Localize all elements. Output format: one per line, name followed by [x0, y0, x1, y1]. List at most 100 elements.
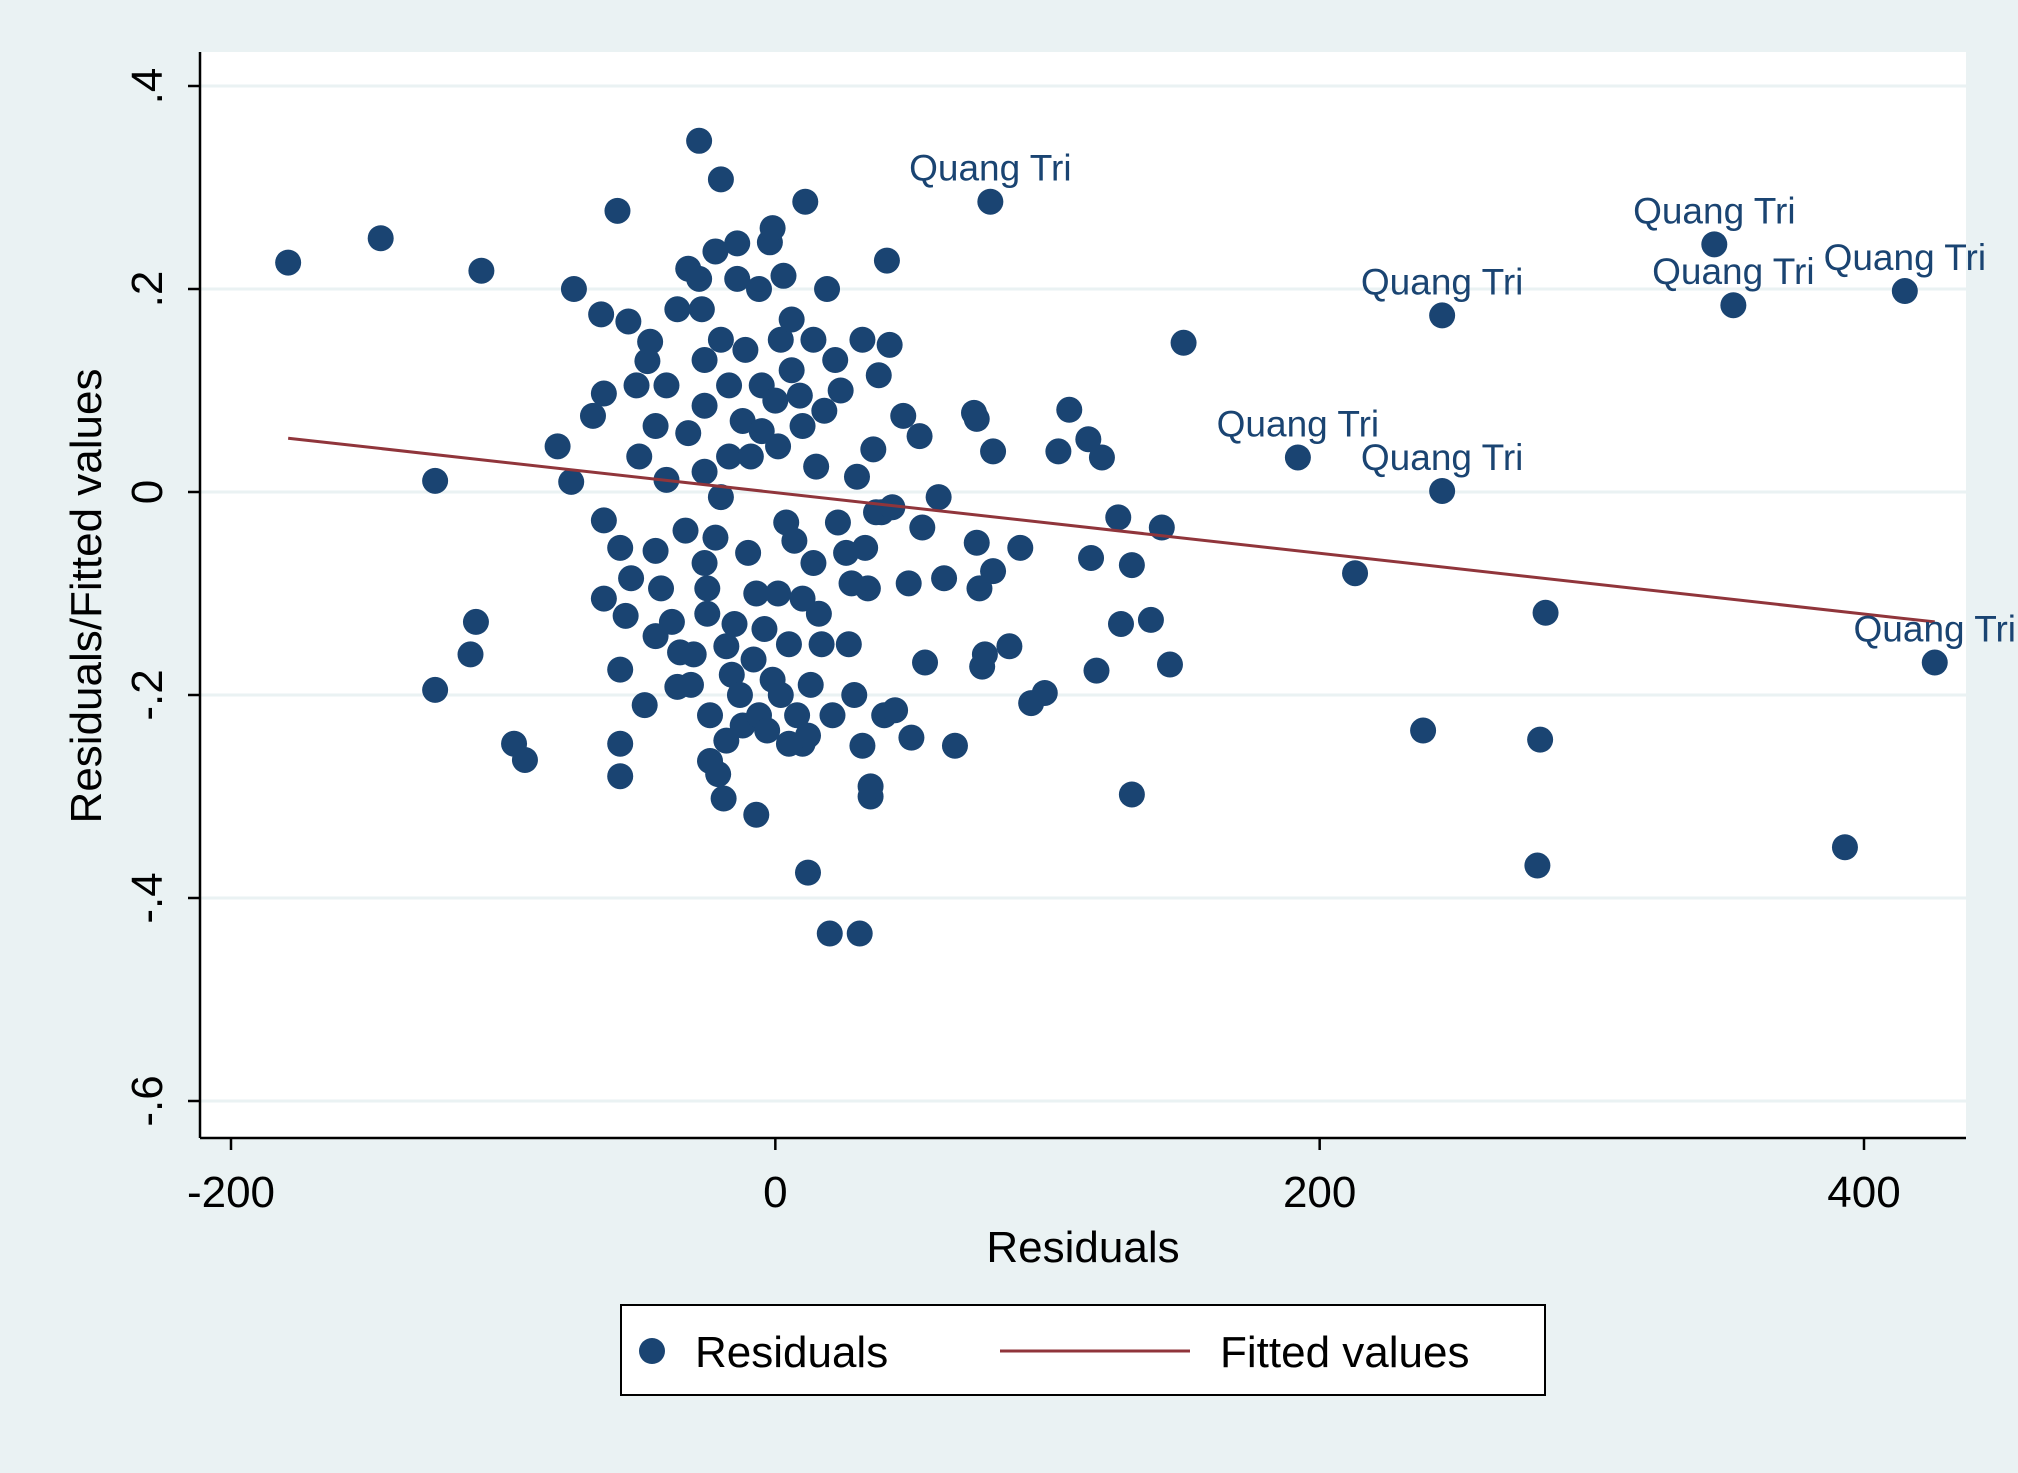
data-point [1527, 726, 1554, 753]
data-point [865, 362, 892, 389]
data-point [612, 602, 639, 629]
data-point [1045, 438, 1072, 465]
data-point [778, 357, 805, 384]
fitted-line [287, 436, 1935, 624]
data-point [735, 539, 762, 566]
data-point [819, 702, 846, 729]
data-point [462, 608, 489, 635]
x-tick-label: 200 [1283, 1168, 1356, 1217]
data-point [707, 326, 734, 353]
data-point [604, 197, 631, 224]
data-point [658, 608, 685, 635]
data-point [716, 372, 743, 399]
data-point [890, 402, 917, 429]
data-point [724, 265, 751, 292]
data-point [1056, 396, 1083, 423]
x-axis-title: Residuals [986, 1223, 1179, 1272]
data-point [422, 676, 449, 703]
y-tick-label: 0 [123, 480, 172, 504]
data-point [1107, 610, 1134, 637]
data-point [694, 600, 721, 627]
data-point [797, 671, 824, 698]
data-point [707, 484, 734, 511]
data-point [873, 247, 900, 274]
data-point [607, 534, 634, 561]
data-point [876, 331, 903, 358]
data-point [1429, 302, 1456, 329]
point-label: Quang Tri [1633, 190, 1795, 231]
data-point [754, 717, 781, 744]
data-point [590, 380, 617, 407]
data-point [963, 405, 990, 432]
data-point [688, 296, 715, 323]
data-point [906, 423, 933, 450]
data-point [707, 166, 734, 193]
axes [198, 52, 1966, 1140]
data-point [971, 641, 998, 668]
data-point [792, 188, 819, 215]
data-point [1105, 504, 1132, 531]
data-point [1137, 606, 1164, 633]
data-point [803, 453, 830, 480]
data-point [686, 127, 713, 154]
y-tick-label: -.4 [123, 872, 172, 923]
data-point [835, 631, 862, 658]
data-point [718, 661, 745, 688]
data-point [713, 633, 740, 660]
data-point [912, 649, 939, 676]
data-point [726, 682, 753, 708]
data-point [1118, 552, 1145, 579]
data-point [816, 920, 843, 947]
data-point [1524, 852, 1551, 879]
data-point [710, 785, 737, 812]
data-point [827, 377, 854, 404]
data-point [765, 433, 792, 460]
data-point [607, 763, 634, 790]
data-point [623, 372, 650, 399]
data-point [857, 773, 884, 800]
data-point [686, 265, 713, 292]
data-point [1831, 834, 1858, 861]
data-point [743, 580, 770, 607]
data-point [653, 372, 680, 399]
data-point [626, 443, 653, 470]
data-point [691, 347, 718, 374]
data-point [794, 722, 821, 749]
data-point [642, 537, 669, 564]
data-point [748, 418, 775, 445]
data-point [468, 257, 495, 284]
point-label: Quang Tri [1361, 261, 1523, 302]
data-point [963, 529, 990, 556]
data-point [743, 801, 770, 828]
plot-area [200, 52, 1966, 1138]
data-point [1284, 444, 1311, 471]
data-point [705, 761, 732, 788]
x-tick-label: -200 [187, 1168, 275, 1217]
data-point [759, 215, 786, 242]
data-point [1031, 679, 1058, 706]
data-point [767, 682, 794, 708]
data-point [648, 575, 675, 602]
data-point [1083, 657, 1110, 684]
data-point [765, 580, 792, 607]
data-point [751, 616, 778, 643]
data-point [843, 463, 870, 490]
data-point [691, 458, 718, 485]
data-point [1118, 781, 1145, 808]
point-label: Quang Tri [1854, 609, 2016, 650]
data-point [1342, 560, 1369, 587]
point-label: Quang Tri [909, 148, 1071, 189]
data-point [824, 509, 851, 536]
data-point [729, 407, 756, 434]
data-point [860, 436, 887, 463]
data-point [588, 301, 615, 328]
data-point [1720, 292, 1747, 319]
data-point [1891, 278, 1918, 305]
data-point [367, 225, 394, 252]
legend-label-fitted-values: Fitted values [1220, 1328, 1469, 1377]
data-point [895, 570, 922, 597]
data-point [607, 656, 634, 683]
data-point [925, 484, 952, 511]
data-point [713, 727, 740, 754]
